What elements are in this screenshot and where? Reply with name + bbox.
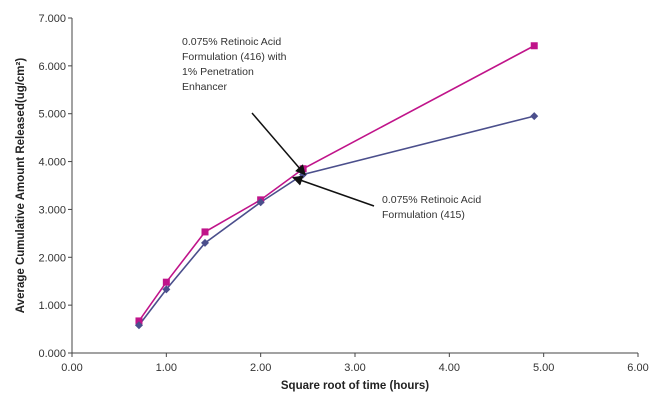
data-point-square (135, 317, 143, 325)
annotation-415-label: 0.075% Retinoic Acid Formulation (415) (382, 194, 481, 221)
data-point-diamond (162, 285, 171, 294)
data-point-diamond (256, 198, 265, 207)
annotation-line: Enhancer (182, 81, 227, 93)
annotation-415-arrow (291, 175, 375, 207)
y-tick-label: 2.000 (38, 252, 66, 264)
y-tick-label: 6.000 (38, 61, 66, 73)
x-axis-title: Square root of time (hours) (281, 380, 429, 392)
x-tick-label: 3.00 (344, 362, 365, 374)
series-lines (138, 45, 535, 326)
series-line-2 (138, 115, 535, 326)
annotation-416-arrow (251, 112, 306, 176)
annotation-line: Formulation (415) (382, 209, 465, 221)
x-axis-ticks: 0.00 1.00 2.00 3.00 4.00 5.00 6.00 (61, 353, 649, 374)
y-axis-ticks: 0.000 1.000 2.000 3.000 4.000 5.000 6.000 7.000 (38, 13, 72, 360)
data-point-diamond (201, 238, 210, 247)
annotation-line: 0.075% Retinoic Acid (182, 36, 281, 48)
data-point-diamond (134, 321, 143, 330)
x-tick-label: 5.00 (533, 362, 554, 374)
y-tick-label: 7.000 (38, 13, 66, 25)
series-line-1 (138, 45, 535, 322)
annotation-line: 0.075% Retinoic Acid (382, 194, 481, 206)
annotation-line: Formulation (416) with (182, 51, 287, 63)
y-tick-label: 5.000 (38, 109, 66, 121)
y-tick-label: 1.000 (38, 300, 66, 312)
x-tick-label: 4.00 (439, 362, 460, 374)
data-point-square (530, 42, 538, 50)
y-axis-title: Average Cumulative Amount Released(ug/cm… (15, 58, 27, 314)
annotation-416-label: 0.075% Retinoic Acid Formulation (416) wi… (182, 36, 287, 93)
x-tick-label: 0.00 (61, 362, 82, 374)
x-tick-label: 6.00 (627, 362, 648, 374)
y-tick-label: 3.000 (38, 204, 66, 216)
x-tick-label: 1.00 (156, 362, 177, 374)
y-tick-label: 4.000 (38, 157, 66, 169)
data-point-square (162, 278, 170, 286)
annotation-line: 1% Penetration (182, 66, 254, 78)
data-point-square (201, 228, 209, 236)
data-point-diamond (530, 112, 539, 121)
x-tick-label: 2.00 (250, 362, 271, 374)
y-tick-label: 0.000 (38, 348, 66, 360)
annotations: 0.075% Retinoic Acid Formulation (416) wi… (182, 36, 481, 221)
